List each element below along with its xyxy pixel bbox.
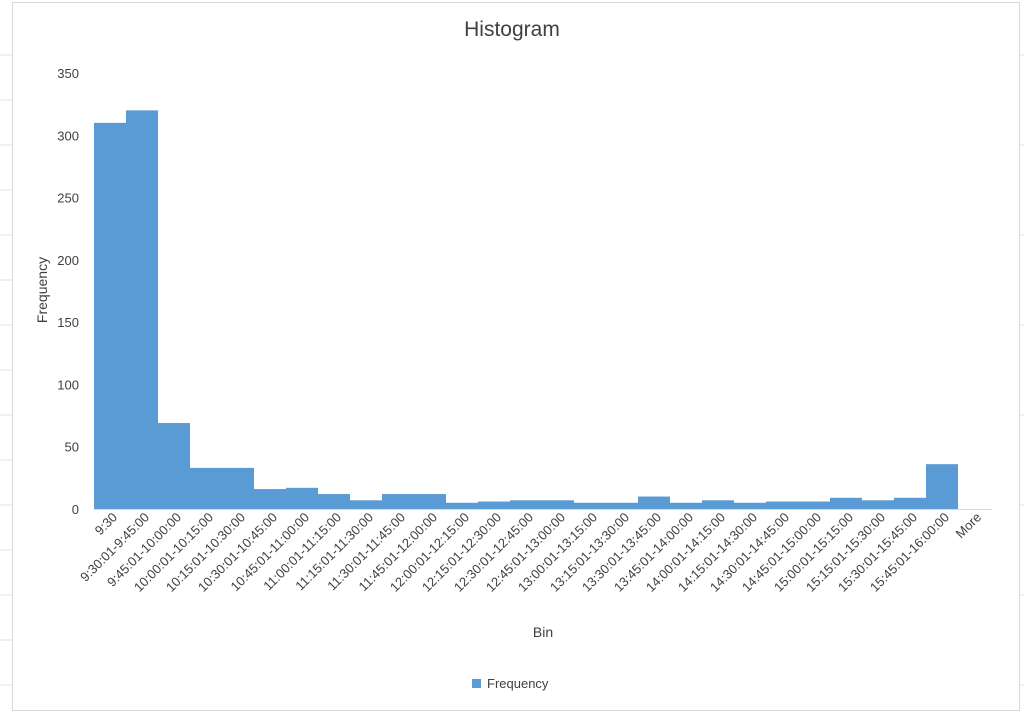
histogram-bar xyxy=(894,497,926,509)
histogram-bar xyxy=(190,467,222,509)
histogram-bar xyxy=(382,494,414,509)
histogram-bar xyxy=(254,489,286,509)
legend-swatch xyxy=(472,679,481,688)
histogram-bar xyxy=(222,467,254,509)
legend[interactable]: Frequency xyxy=(472,676,548,691)
y-tick-label: 150 xyxy=(57,315,79,330)
histogram-bar xyxy=(510,500,542,509)
histogram-bar xyxy=(734,502,766,509)
histogram-bar xyxy=(798,501,830,509)
histogram-bar xyxy=(702,500,734,509)
histogram-bar xyxy=(478,501,510,509)
histogram-bar xyxy=(94,122,126,509)
histogram-bar xyxy=(414,494,446,509)
histogram-bar xyxy=(318,494,350,509)
y-tick-label: 250 xyxy=(57,191,79,206)
histogram-bar xyxy=(830,497,862,509)
histogram-bar xyxy=(766,501,798,509)
x-tick-label: 9:30 xyxy=(92,510,121,539)
y-tick-label: 200 xyxy=(57,253,79,268)
histogram-bar xyxy=(158,423,190,509)
histogram-bar xyxy=(446,502,478,509)
histogram-bar xyxy=(862,500,894,509)
legend-label: Frequency xyxy=(487,676,549,691)
histogram-bar xyxy=(542,500,574,509)
y-tick-label: 350 xyxy=(57,66,79,81)
y-tick-label: 300 xyxy=(57,128,79,143)
histogram-bar xyxy=(670,502,702,509)
histogram-bar xyxy=(126,110,158,509)
y-tick-label: 0 xyxy=(72,502,79,517)
x-tick-label: More xyxy=(953,510,985,542)
histogram-bar xyxy=(606,502,638,509)
histogram-bar xyxy=(926,464,958,509)
histogram-bar xyxy=(574,502,606,509)
chart-area[interactable] xyxy=(12,2,1020,711)
histogram-bar xyxy=(638,496,670,509)
y-tick-label: 100 xyxy=(57,377,79,392)
y-tick-label: 50 xyxy=(65,440,79,455)
chart-title: Histogram xyxy=(464,18,560,41)
x-axis-label: Bin xyxy=(532,624,554,640)
histogram-bar xyxy=(350,500,382,509)
histogram-bar xyxy=(286,487,318,509)
